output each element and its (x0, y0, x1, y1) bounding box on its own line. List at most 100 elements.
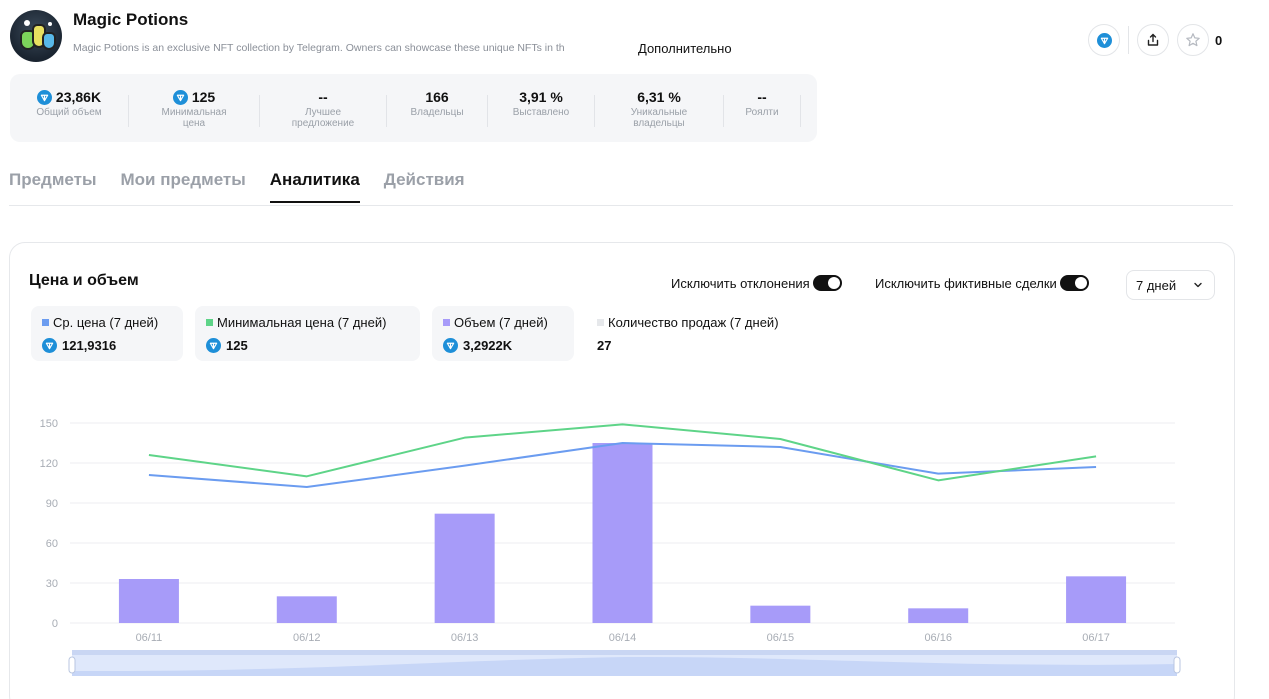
legend-avg-price[interactable]: Ср. цена (7 дней) 121,9316 (31, 306, 183, 361)
volume-bar[interactable] (434, 513, 495, 623)
stat-unique-owners: 6,31 % Уникальные владельцы (595, 89, 723, 129)
legend-swatch (597, 319, 604, 326)
legend-value: 121,9316 (62, 338, 117, 353)
tab-my-items[interactable]: Мои предметы (120, 170, 246, 189)
stat-value: -- (757, 89, 767, 105)
stat-best-offer: -- Лучшее предложение (260, 89, 386, 129)
divider (723, 95, 724, 127)
volume-bar[interactable] (592, 443, 653, 623)
tabs-divider (9, 205, 1233, 206)
x-tick-label: 06/12 (293, 632, 321, 644)
range-handle-left[interactable] (68, 656, 76, 674)
stat-value: 125 (191, 89, 216, 105)
divider (386, 95, 387, 127)
stat-label: Минимальная цена (161, 107, 227, 129)
ton-icon (206, 338, 221, 353)
x-tick-label: 06/16 (924, 632, 952, 644)
legend-swatch (42, 319, 49, 326)
tab-activity[interactable]: Действия (383, 170, 465, 189)
volume-bar[interactable] (118, 579, 179, 623)
divider (128, 95, 129, 127)
divider (1128, 26, 1129, 54)
stat-label: Выставлено (512, 107, 570, 118)
y-tick-label: 90 (46, 498, 58, 510)
legend-swatch (206, 319, 213, 326)
collection-avatar (10, 10, 62, 62)
divider (594, 95, 595, 127)
toggle-fake-trades: Исключить фиктивные сделки (875, 275, 1089, 291)
tab-items[interactable]: Предметы (9, 170, 97, 189)
legend-name: Ср. цена (7 дней) (53, 315, 159, 330)
legend-value: 27 (597, 338, 612, 353)
x-tick-label: 06/14 (609, 632, 637, 644)
y-tick-label: 0 (52, 618, 58, 630)
stat-listed: 3,91 % Выставлено (488, 89, 594, 118)
y-tick-label: 150 (40, 418, 58, 430)
card-title: Цена и объем (29, 272, 139, 289)
divider (800, 95, 801, 127)
stat-value: 3,91 % (519, 89, 563, 105)
volume-bar[interactable] (750, 605, 811, 623)
y-tick-label: 30 (46, 578, 58, 590)
tab-bar: Предметы Мои предметы Аналитика Действия (9, 170, 489, 203)
ton-icon (443, 338, 458, 353)
y-tick-label: 60 (46, 538, 58, 550)
ton-icon (1096, 32, 1112, 48)
toggle-fake-label: Исключить фиктивные сделки (875, 275, 1057, 291)
avg-price-line (148, 442, 1097, 488)
legend-name: Количество продаж (7 дней) (608, 315, 779, 330)
ton-icon (42, 338, 57, 353)
chevron-down-icon (1194, 282, 1202, 288)
stat-owners: 166 Владельцы (387, 89, 487, 118)
stat-label: Роялти (745, 107, 779, 118)
share-button[interactable] (1137, 24, 1169, 56)
stat-min-price: 125 Минимальная цена (129, 89, 259, 129)
toggle-fake-switch[interactable] (1059, 275, 1089, 291)
y-tick-label: 120 (40, 458, 58, 470)
ton-currency-button[interactable] (1088, 24, 1120, 56)
range-slider-preview (72, 656, 1177, 676)
range-slider[interactable] (68, 650, 1181, 676)
more-link[interactable]: Дополнительно (638, 41, 732, 56)
share-icon (1147, 33, 1159, 46)
x-tick-label: 06/13 (451, 632, 479, 644)
toggle-outliers-switch[interactable] (812, 275, 842, 291)
period-select[interactable]: 7 дней (1126, 270, 1215, 300)
legend-name: Минимальная цена (7 дней) (217, 315, 387, 330)
favorites-count: 0 (1215, 32, 1223, 48)
stat-label: Лучшее предложение (291, 107, 355, 129)
stat-royalty: -- Роялти (724, 89, 800, 118)
stat-label: Владельцы (410, 107, 464, 118)
divider (259, 95, 260, 127)
legend-value: 3,2922K (463, 338, 513, 353)
favorite-button[interactable] (1177, 24, 1209, 56)
volume-bar[interactable] (276, 596, 337, 623)
volume-bar[interactable] (1066, 576, 1127, 623)
volume-bar[interactable] (908, 608, 969, 623)
header-actions: 0 (1088, 24, 1222, 56)
toggle-outliers-label: Исключить отклонения (671, 275, 810, 291)
x-tick-label: 06/15 (767, 632, 795, 644)
legend-volume[interactable]: Объем (7 дней) 3,2922K (432, 306, 574, 361)
divider (487, 95, 488, 127)
ton-icon (172, 89, 188, 105)
tab-analytics[interactable]: Аналитика (269, 170, 360, 203)
stat-value: 6,31 % (637, 89, 681, 105)
legend-swatch (443, 319, 450, 326)
stat-label: Общий объем (36, 107, 102, 118)
stat-total-volume: 23,86K Общий объем (10, 89, 128, 118)
period-value: 7 дней (1136, 277, 1177, 293)
ton-icon (36, 89, 52, 105)
stat-value: 23,86K (55, 89, 102, 105)
legend-min-price[interactable]: Минимальная цена (7 дней) 125 (195, 306, 420, 361)
x-tick-label: 06/11 (136, 632, 163, 644)
legend-sales-count[interactable]: Количество продаж (7 дней) 27 (586, 306, 806, 361)
collection-stats: 23,86K Общий объем 125 Минимальная цена … (10, 74, 817, 142)
legend-value: 125 (226, 338, 248, 353)
x-tick-label: 06/17 (1082, 632, 1110, 644)
range-handle-right[interactable] (1173, 656, 1181, 674)
range-slider-top (72, 650, 1177, 655)
collection-title: Magic Potions (73, 10, 189, 29)
stat-value: 166 (425, 89, 449, 105)
